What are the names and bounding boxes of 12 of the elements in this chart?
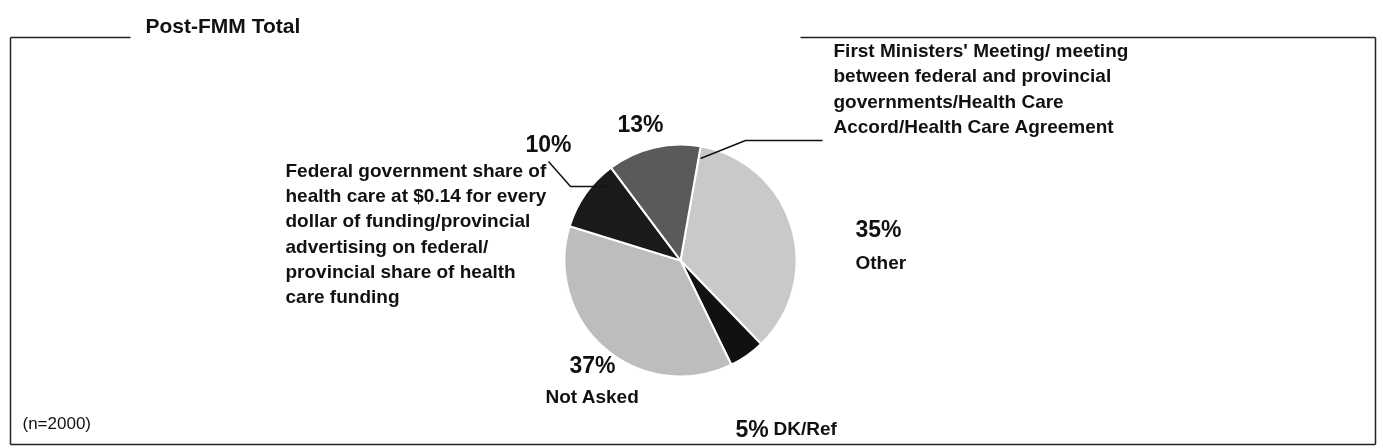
data-label: 35% (855, 215, 902, 242)
data-label: 5% (735, 415, 769, 442)
slice-label: First Ministers' Meeting/ meeting between federal and provincial governments/Health Care Accord/Health Care Agreement (833, 40, 1129, 137)
data-label: 37% (569, 351, 616, 378)
slice-label: Other (855, 252, 907, 273)
data-label: 13% (617, 110, 664, 137)
text: (n=2000) (22, 414, 92, 433)
slice-label: Not Asked (545, 386, 639, 407)
data-label: 10% (525, 130, 572, 157)
slice-label: Federal government share of health care at $0.14 for every dollar of funding/provincial advertising on federal/ provincial share of health care funding (285, 160, 547, 307)
chart-title: Post-FMM Total (145, 14, 301, 37)
slice-label: DK/Ref (773, 418, 838, 439)
